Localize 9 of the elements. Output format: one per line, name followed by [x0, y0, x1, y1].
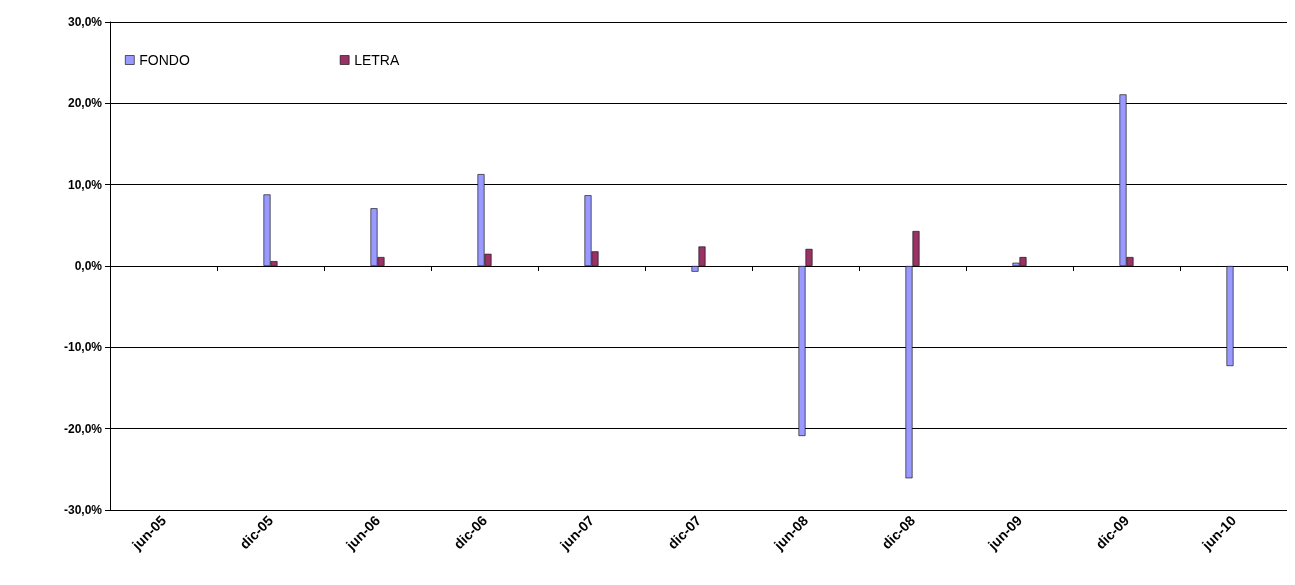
legend-label: FONDO	[139, 52, 190, 68]
y-tick-label: 10,0%	[67, 177, 103, 192]
y-tick-label: 0,0%	[74, 259, 103, 273]
y-tick-label: -10,0%	[63, 340, 103, 355]
y-tick-label: 20,0%	[67, 96, 103, 111]
y-tick-label: -20,0%	[63, 421, 103, 436]
y-tick-label: 30,0%	[67, 15, 103, 29]
y-tick-label: -30,0%	[63, 503, 103, 517]
legend-label: LETRA	[354, 52, 400, 68]
